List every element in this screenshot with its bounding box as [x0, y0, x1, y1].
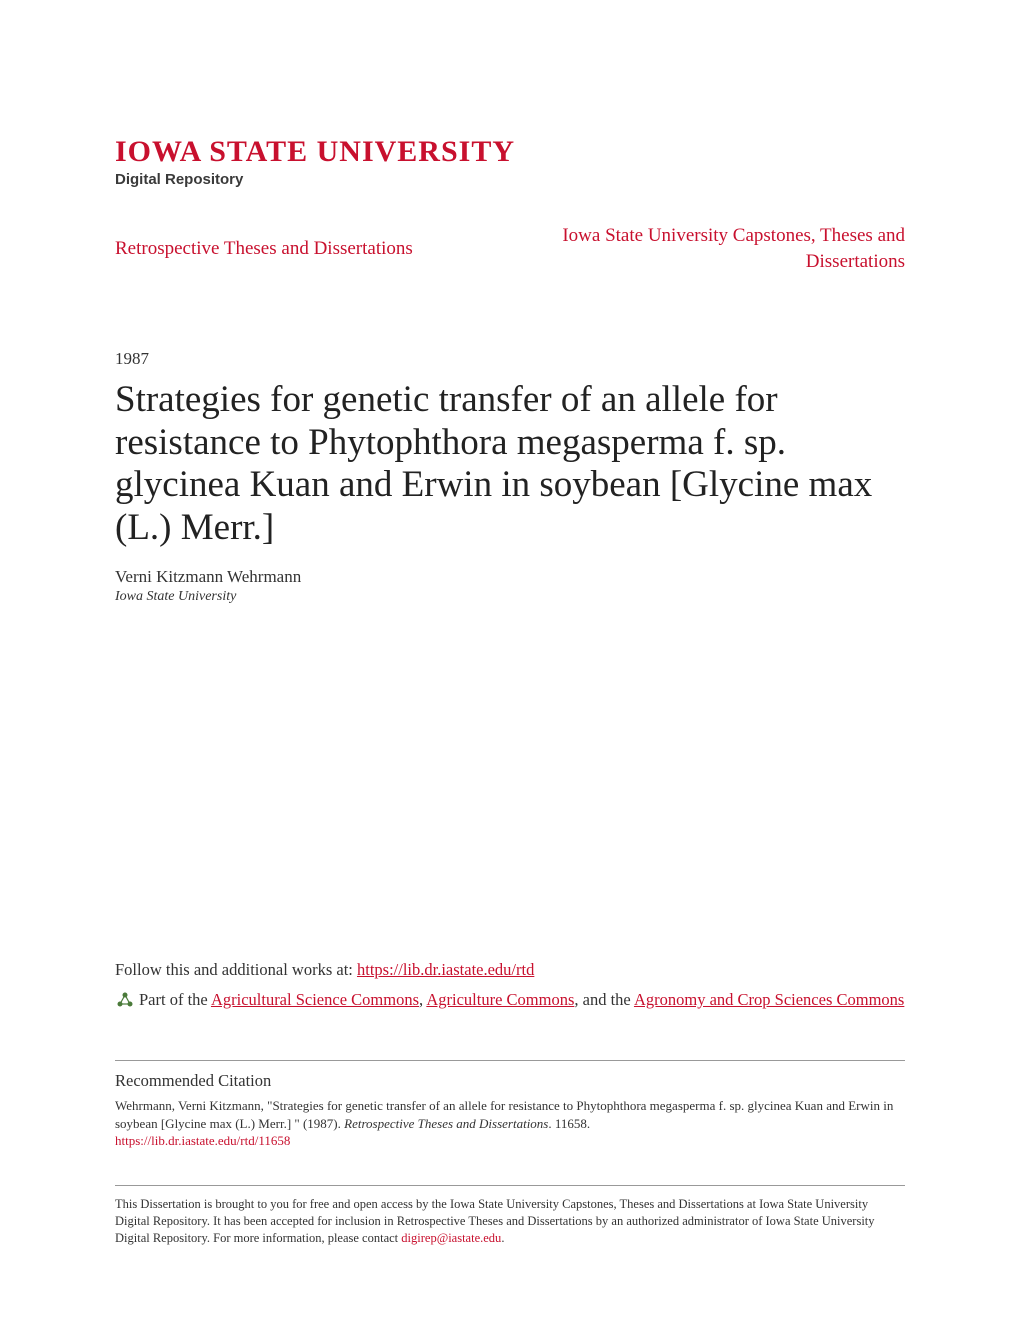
commons-link-agronomy[interactable]: Agronomy and Crop Sciences Commons	[634, 990, 904, 1009]
paper-title: Strategies for genetic transfer of an al…	[115, 379, 905, 549]
university-name: IOWA STATE UNIVERSITY	[115, 135, 905, 169]
author-affiliation: Iowa State University	[115, 589, 905, 605]
footer-section: This Dissertation is brought to you for …	[115, 1185, 905, 1247]
follow-prefix: Follow this and additional works at:	[115, 960, 357, 979]
commons-link-agricultural[interactable]: Agricultural Science Commons	[211, 990, 419, 1009]
header-logo: IOWA STATE UNIVERSITY Digital Repository	[115, 135, 905, 188]
network-icon	[115, 990, 135, 1010]
footer-text: This Dissertation is brought to you for …	[115, 1196, 905, 1247]
commons-text: Part of the Agricultural Science Commons…	[139, 988, 904, 1013]
follow-section: Follow this and additional works at: htt…	[115, 960, 905, 1013]
retrospective-link[interactable]: Retrospective Theses and Dissertations	[115, 238, 413, 260]
citation-body: Wehrmann, Verni Kitzmann, "Strategies fo…	[115, 1097, 905, 1150]
commons-prefix: Part of the	[139, 990, 211, 1009]
follow-url-link[interactable]: https://lib.dr.iastate.edu/rtd	[357, 960, 534, 979]
repository-subtitle: Digital Repository	[115, 171, 905, 188]
citation-heading: Recommended Citation	[115, 1071, 905, 1091]
footer-text-2: .	[501, 1231, 504, 1245]
year-label: 1987	[115, 349, 905, 369]
citation-text-2: . 11658.	[548, 1116, 590, 1131]
citation-url-link[interactable]: https://lib.dr.iastate.edu/rtd/11658	[115, 1133, 290, 1148]
footer-email-link[interactable]: digirep@iastate.edu	[401, 1231, 501, 1245]
author-name: Verni Kitzmann Wehrmann	[115, 567, 905, 587]
capstones-link[interactable]: Iowa State University Capstones, Theses …	[525, 223, 905, 274]
header-links-row: Retrospective Theses and Dissertations I…	[115, 223, 905, 274]
follow-text: Follow this and additional works at: htt…	[115, 960, 905, 980]
citation-italic: Retrospective Theses and Dissertations	[344, 1116, 548, 1131]
commons-link-agriculture[interactable]: Agriculture Commons	[426, 990, 574, 1009]
citation-section: Recommended Citation Wehrmann, Verni Kit…	[115, 1060, 905, 1150]
commons-line: Part of the Agricultural Science Commons…	[115, 988, 905, 1013]
commons-sep2: , and the	[574, 990, 634, 1009]
